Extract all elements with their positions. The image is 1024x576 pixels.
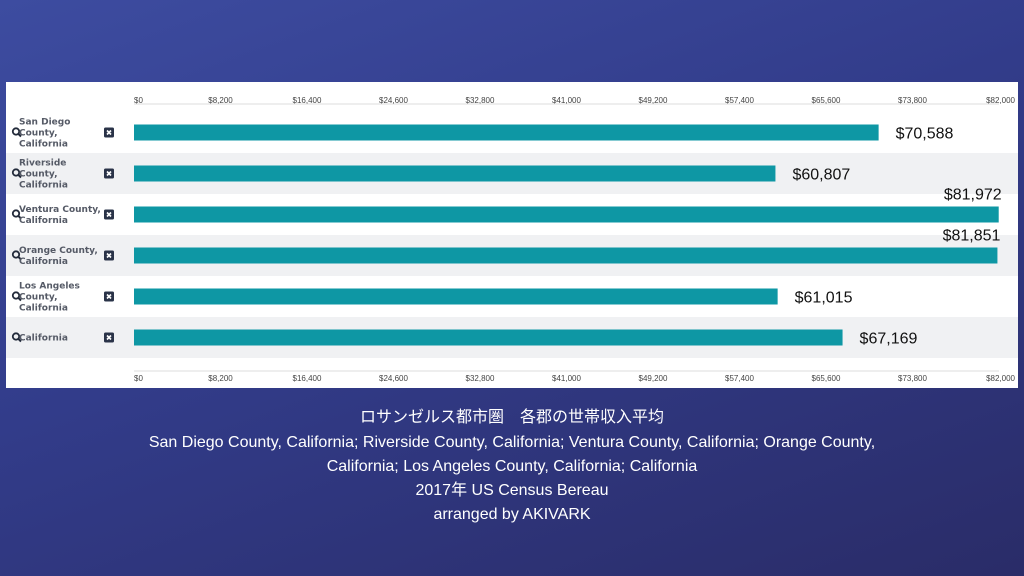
bar xyxy=(134,206,999,223)
category-label: California xyxy=(19,304,68,314)
category-label: Riverside xyxy=(19,159,66,169)
search-icon[interactable] xyxy=(11,209,22,220)
category-label: Ventura County, xyxy=(19,205,101,215)
tick-label: $24,600 xyxy=(379,96,408,105)
remove-icon[interactable] xyxy=(104,127,114,138)
tick-label: $57,400 xyxy=(725,96,754,105)
search-icon[interactable] xyxy=(11,127,22,138)
search-icon[interactable] xyxy=(11,332,22,343)
remove-icon[interactable] xyxy=(104,332,114,343)
caption-line2: California; Los Angeles County, Californ… xyxy=(326,458,698,475)
category-label: California xyxy=(19,216,68,226)
tick-label: $82,000 xyxy=(986,96,1015,105)
value-label: $81,851 xyxy=(943,228,1001,245)
tick-label: $16,400 xyxy=(293,96,322,105)
value-label: $60,807 xyxy=(792,167,850,184)
tick-label: $41,000 xyxy=(552,374,581,383)
tick-label: $49,200 xyxy=(639,96,668,105)
category-label: Los Angeles xyxy=(19,282,80,292)
tick-label: $24,600 xyxy=(379,374,408,383)
caption-source: 2017年 US Census Bereau xyxy=(415,482,609,499)
tick-label: $8,200 xyxy=(208,96,233,105)
category-label: County, xyxy=(19,170,58,180)
search-icon[interactable] xyxy=(11,250,22,261)
value-label: $67,169 xyxy=(860,331,918,348)
value-label: $81,972 xyxy=(944,187,1002,204)
tick-label: $0 xyxy=(134,96,143,105)
caption-line1: San Diego County, California; Riverside … xyxy=(148,434,876,451)
tick-label: $0 xyxy=(134,374,143,383)
category-label: California xyxy=(19,181,68,191)
category-label: County, xyxy=(19,293,58,303)
tick-label: $65,600 xyxy=(812,374,841,383)
tick-label: $16,400 xyxy=(293,374,322,383)
tick-label: $32,800 xyxy=(466,374,495,383)
remove-icon[interactable] xyxy=(104,291,114,302)
caption-title: ロサンゼルス都市圏 各郡の世帯収入平均 xyxy=(359,409,664,426)
tick-label: $65,600 xyxy=(812,96,841,105)
bar xyxy=(134,288,778,305)
bar-chart: $0 $8,200 $16,400 $24,600 $32,800 $41,000 $49,… xyxy=(6,96,1018,383)
bar xyxy=(134,165,776,182)
category-label: County, xyxy=(19,129,58,139)
category-label: California xyxy=(19,334,68,344)
value-label: $70,588 xyxy=(896,126,954,143)
tick-label: $73,800 xyxy=(898,96,927,105)
search-icon[interactable] xyxy=(11,291,22,302)
tick-label: $8,200 xyxy=(208,374,233,383)
remove-icon[interactable] xyxy=(104,209,114,220)
category-label: California xyxy=(19,140,68,150)
caption-credit: arranged by AKIVARK xyxy=(433,506,591,523)
search-icon[interactable] xyxy=(11,168,22,179)
tick-label: $82,000 xyxy=(986,374,1015,383)
tick-label: $32,800 xyxy=(466,96,495,105)
category-label: Orange County, xyxy=(19,246,98,256)
bar xyxy=(134,329,843,346)
remove-icon[interactable] xyxy=(104,168,114,179)
value-label: $61,015 xyxy=(795,290,853,307)
remove-icon[interactable] xyxy=(104,250,114,261)
bar xyxy=(134,124,879,141)
tick-label: $49,200 xyxy=(639,374,668,383)
category-label: San Diego xyxy=(19,118,70,128)
chart-panel: $0 $8,200 $16,400 $24,600 $32,800 $41,000 $49,… xyxy=(6,82,1018,388)
category-label: California xyxy=(19,257,68,267)
tick-label: $41,000 xyxy=(552,96,581,105)
tick-label: $57,400 xyxy=(725,374,754,383)
bar xyxy=(134,247,998,264)
tick-label: $73,800 xyxy=(898,374,927,383)
